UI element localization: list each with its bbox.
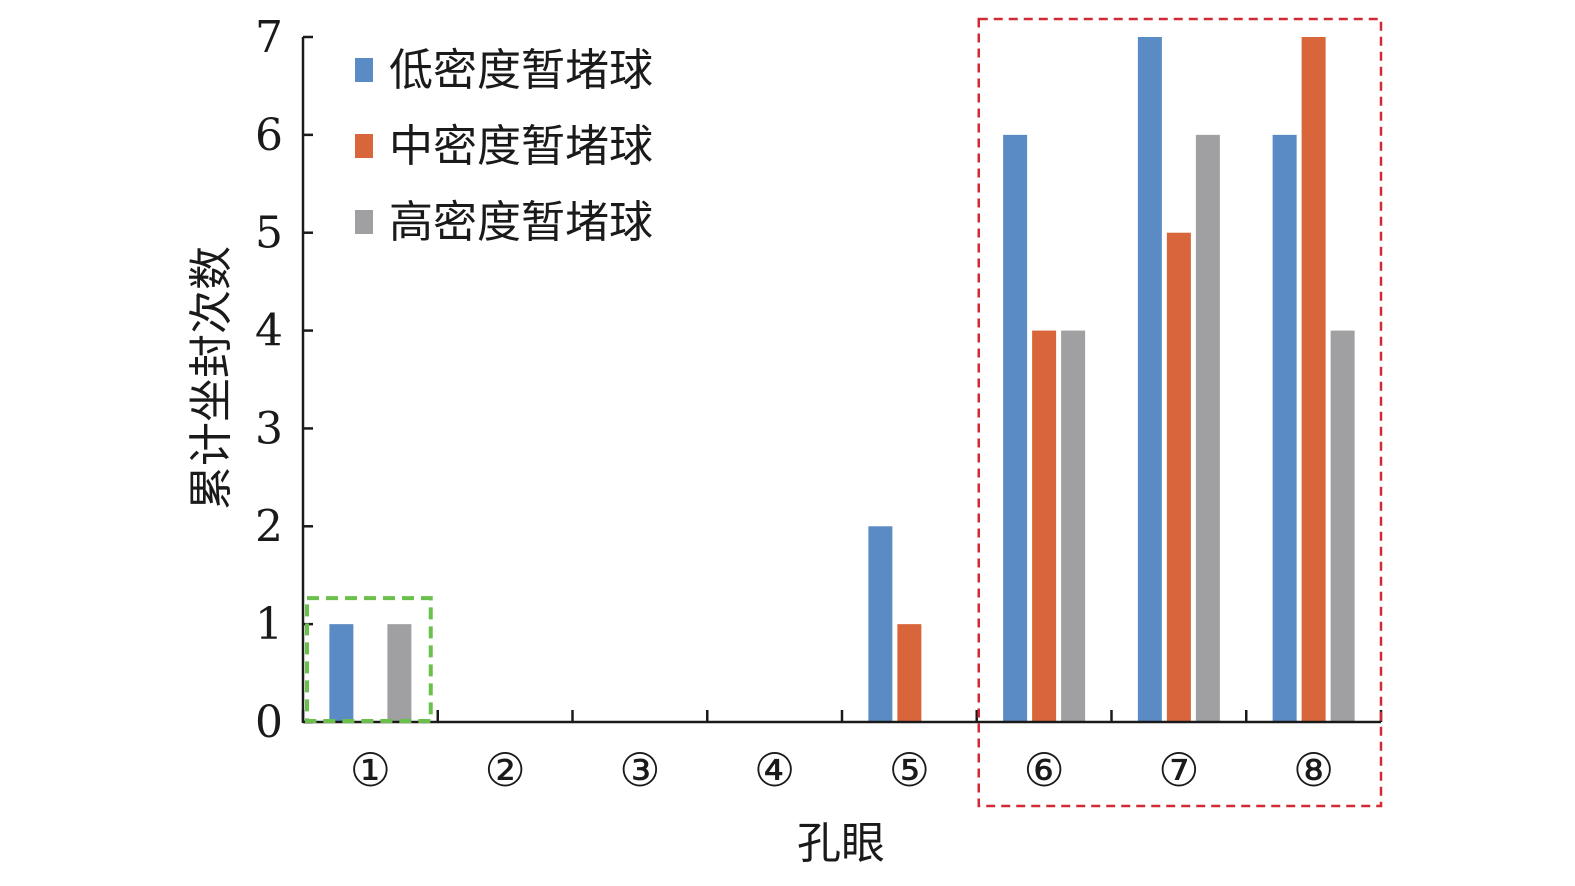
legend-swatch	[355, 58, 373, 82]
x-tick-label: ②	[485, 743, 526, 797]
bar	[1166, 232, 1191, 722]
x-tick-label: ⑦	[1158, 743, 1199, 797]
legend-label: 中密度暂堵球	[389, 121, 653, 172]
y-tick-label: 2	[255, 501, 283, 552]
bar	[1272, 134, 1297, 722]
x-axis-title: 孔眼	[797, 818, 885, 869]
bar	[868, 526, 893, 722]
x-tick-label: ⑤	[889, 743, 930, 797]
y-tick-label: 7	[255, 12, 283, 63]
y-tick-label: 5	[255, 208, 283, 259]
annotations-layer	[305, 17, 1383, 808]
bar	[1301, 37, 1326, 722]
y-tick-label: 0	[255, 697, 283, 748]
bar	[1330, 330, 1355, 722]
legend-swatch	[355, 210, 373, 234]
y-axis-title: 累计坐封次数	[186, 246, 237, 510]
bar	[387, 624, 412, 722]
y-tick-label: 3	[255, 403, 283, 454]
legend-swatch	[355, 134, 373, 158]
y-tick-label: 6	[255, 110, 283, 161]
legend-label: 高密度暂堵球	[389, 197, 653, 248]
y-tick-label: 1	[255, 599, 283, 650]
bar	[329, 624, 354, 722]
bar	[1137, 37, 1162, 722]
bar	[897, 624, 922, 722]
bar	[1032, 330, 1057, 722]
legend-label: 低密度暂堵球	[389, 45, 653, 96]
red-dashed-box	[977, 17, 1383, 808]
bar	[1061, 330, 1086, 722]
x-tick-label: ①	[350, 743, 391, 797]
bar	[1003, 134, 1028, 722]
axes-layer: 0 1 2 3 4 5 6 7 ① ② ③ ④ ⑤ ⑥ ⑦ ⑧	[255, 12, 1383, 797]
green-dashed-box	[305, 596, 433, 724]
x-tick-label: ③	[619, 743, 660, 797]
y-tick-label: 4	[255, 306, 283, 357]
x-tick-label: ⑧	[1293, 743, 1334, 797]
bars-layer	[329, 37, 1355, 722]
bar	[1195, 134, 1220, 722]
x-tick-label: ⑥	[1024, 743, 1065, 797]
x-tick-label: ④	[754, 743, 795, 797]
